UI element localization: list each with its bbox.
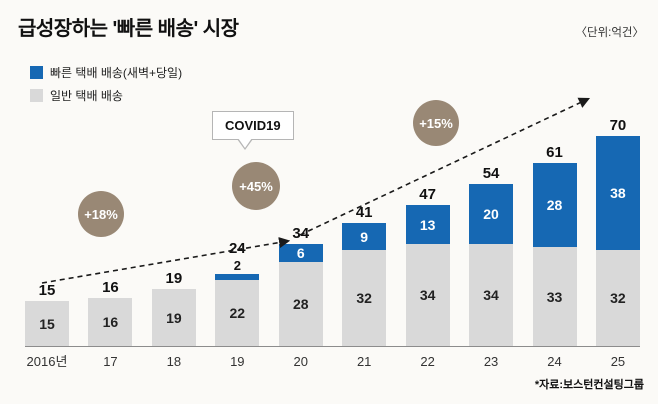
x-axis-label: 19 <box>230 354 245 370</box>
fast-segment: 28 <box>532 163 577 248</box>
fast-segment: 20 <box>469 184 514 245</box>
bar-21: 41 9 32 <box>342 204 387 347</box>
bar-19: 24 2 22 <box>215 240 260 347</box>
fast-segment: 13 <box>405 205 450 245</box>
covid-callout-pointer-fill <box>238 138 252 148</box>
x-axis-labels: 2016년 17 18 19 20 21 22 23 24 25 <box>25 354 640 370</box>
page-title: 급성장하는 '빠른 배송' 시장 <box>18 18 239 40</box>
bar-24: 61 28 33 <box>532 144 577 347</box>
fast-delivery-swatch <box>30 66 43 79</box>
regular-segment: 32 <box>595 250 640 347</box>
bar-total-label: 54 <box>482 165 500 183</box>
regular-segment: 16 <box>88 298 133 347</box>
legend-item-fast: 빠른 택배 배송(새벽+당일) <box>30 64 182 81</box>
fast-segment: 6 <box>278 244 323 263</box>
bar-23: 54 20 34 <box>469 165 514 347</box>
covid-callout: COVID19 <box>212 111 294 150</box>
bar-2016년: 15 15 <box>25 282 69 347</box>
regular-segment: 15 <box>25 301 69 347</box>
x-axis-label: 25 <box>610 354 626 370</box>
bar-20: 34 6 28 <box>278 225 323 347</box>
growth-badge-18pct: +18% <box>78 191 124 237</box>
bar-total-label: 41 <box>355 204 373 222</box>
bar-total-label: 47 <box>419 186 436 204</box>
bars-row: 15 15 16 16 19 19 24 2 22 34 6 28 41 9 32 47 13 34 54 20 34 6… <box>25 117 640 348</box>
bar-25: 70 38 32 <box>595 117 640 347</box>
bar-22: 47 13 34 <box>405 186 450 347</box>
x-axis-label: 18 <box>166 354 182 370</box>
bar-total-label: 16 <box>102 279 119 297</box>
fast-segment: 9 <box>342 223 387 251</box>
bar-total-label: 70 <box>609 117 627 135</box>
regular-segment: 33 <box>532 247 577 347</box>
growth-badge-15pct: +15% <box>413 100 459 146</box>
growth-badge-45pct: +45% <box>232 162 280 210</box>
source-credit: *자료:보스턴컨설팅그룹 <box>534 379 644 391</box>
bar-total-label: 24 <box>228 240 246 258</box>
regular-segment: 22 <box>215 280 260 347</box>
bar-chart: 15 15 16 16 19 19 24 2 22 34 6 28 41 9 32 47 13 34 54 20 34 6… <box>25 118 640 370</box>
regular-segment: 34 <box>469 244 514 347</box>
fast-segment-value: 2 <box>233 258 241 274</box>
legend: 빠른 택배 배송(새벽+당일) 일반 택배 배송 <box>30 64 182 104</box>
legend-item-regular: 일반 택배 배송 <box>30 87 182 104</box>
regular-segment: 32 <box>342 250 387 347</box>
fast-segment: 38 <box>595 136 640 251</box>
regular-segment: 34 <box>405 244 450 347</box>
bar-18: 19 19 <box>151 270 196 347</box>
bar-17: 16 16 <box>88 279 133 347</box>
bar-total-label: 34 <box>292 225 310 243</box>
unit-label: 〈단위:억건〉 <box>575 27 644 39</box>
x-axis-label: 21 <box>356 354 372 370</box>
regular-delivery-swatch <box>30 89 43 102</box>
regular-segment: 28 <box>278 262 323 347</box>
x-axis-label: 24 <box>547 354 562 370</box>
bar-total-label: 61 <box>546 144 563 162</box>
covid-callout-label: COVID19 <box>225 118 281 133</box>
regular-segment: 19 <box>151 289 196 347</box>
x-axis-label: 22 <box>420 354 435 370</box>
x-axis-label: 2016년 <box>26 354 68 370</box>
bar-total-label: 15 <box>38 282 56 300</box>
legend-label-fast: 빠른 택배 배송(새벽+당일) <box>50 66 183 80</box>
x-axis-label: 17 <box>103 354 118 370</box>
x-axis-label: 20 <box>293 354 308 370</box>
legend-label-regular: 일반 택배 배송 <box>50 89 123 103</box>
x-axis-label: 23 <box>483 354 499 370</box>
bar-total-label: 19 <box>165 270 183 288</box>
